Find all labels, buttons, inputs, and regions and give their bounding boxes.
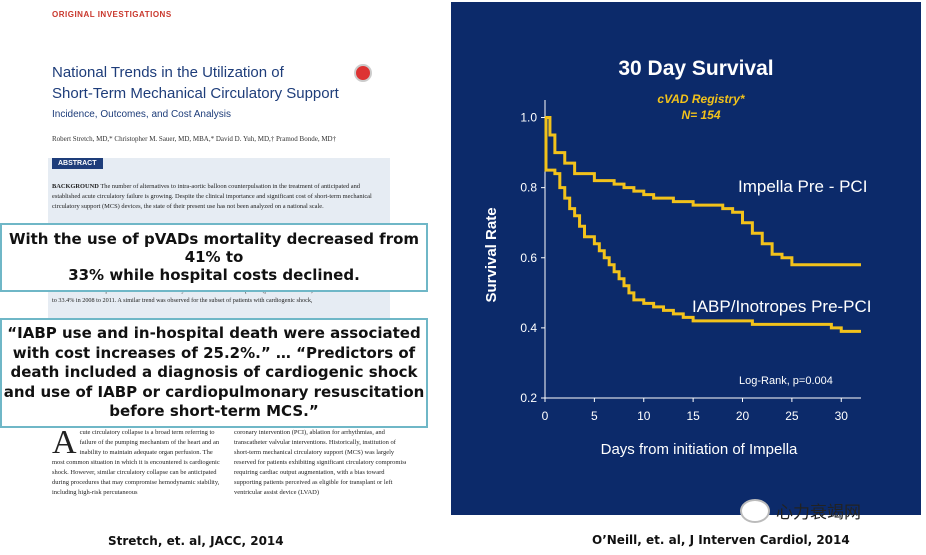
x-tick-label: 25	[785, 409, 799, 423]
drop-cap: A	[52, 424, 77, 461]
chart-title: 30 Day Survival	[618, 57, 773, 80]
watermark-text: 心力衰竭网	[776, 503, 861, 523]
iabp-quote-line5: before short-term MCS.”	[109, 402, 319, 420]
left-citation: Stretch, et. al, JACC, 2014	[108, 534, 284, 548]
survival-curves	[544, 116, 861, 333]
iabp-quote-line2: with cost increases of 25.2%.” … “Predic…	[12, 343, 416, 362]
y-axis-label: Survival Rate	[483, 207, 500, 302]
paper-authors: Robert Stretch, MD,* Christopher M. Saue…	[52, 135, 337, 143]
y-tick-label: 0.6	[520, 251, 537, 265]
y-ticks: 0.2 0.4 0.6 0.8 1.0	[520, 111, 545, 405]
abstract-background: BACKGROUND The number of alternatives to…	[52, 182, 386, 212]
x-tick-label: 10	[637, 409, 651, 423]
right-citation: O’Neill, et. al, J Interven Cardiol, 201…	[592, 533, 850, 547]
registry-n-label: N= 154	[681, 108, 720, 122]
survival-chart: 30 Day Survival cVAD Registry* N= 154 0.…	[483, 57, 872, 458]
legend-impella: Impella Pre - PCI	[738, 177, 867, 196]
x-tick-label: 30	[835, 409, 849, 423]
abstract-label: ABSTRACT	[52, 158, 103, 169]
legend-iabp: IABP/Inotropes Pre-PCI	[692, 297, 872, 316]
paper-title: National Trends in the Utilization of Sh…	[52, 62, 372, 104]
y-tick-label: 1.0	[520, 111, 537, 125]
mortality-callout: With the use of pVADs mortality decrease…	[0, 223, 428, 292]
x-tick-label: 0	[542, 409, 549, 423]
registry-label: cVAD Registry*	[657, 92, 745, 106]
paper-title-line1: National Trends in the Utilization of	[52, 64, 284, 81]
iabp-quote-line3: death included a diagnosis of cardiogeni…	[10, 363, 418, 381]
y-tick-label: 0.8	[520, 181, 537, 195]
x-axis-label: Days from initiation of Impella	[601, 441, 798, 458]
iabp-quote-line1: “IABP use and in-hospital death were ass…	[7, 324, 421, 342]
paper-section-label: ORIGINAL INVESTIGATIONS	[52, 10, 172, 19]
y-tick-label: 0.2	[520, 391, 537, 405]
x-tick-label: 20	[736, 409, 750, 423]
iabp-quote-callout: “IABP use and in-hospital death were ass…	[0, 318, 428, 428]
iabp-quote-line4: and use of IABP or cardiopulmonary resus…	[3, 382, 425, 401]
watermark: 心力衰竭网	[740, 498, 861, 523]
mortality-callout-line2: 41% to	[184, 248, 244, 266]
background-label: BACKGROUND	[52, 183, 99, 190]
impella-survival-curve	[545, 116, 861, 267]
y-tick-label: 0.4	[520, 321, 537, 335]
mortality-callout-line1: With the use of pVADs mortality decrease…	[8, 230, 420, 248]
iabp-survival-curve	[544, 116, 861, 333]
survival-chart-panel: 30 Day Survival cVAD Registry* N= 154 0.…	[451, 2, 921, 515]
paper-title-line2: Short-Term Mechanical Circulatory Suppor…	[52, 85, 339, 102]
log-rank-annotation: Log-Rank, p=0.004	[739, 375, 833, 387]
wechat-icon	[740, 498, 770, 523]
x-tick-label: 5	[591, 409, 598, 423]
x-ticks: 0 5 10 15 20 25 30	[542, 398, 849, 423]
background-text: The number of alternatives to intra-aort…	[52, 183, 372, 210]
crossmark-icon	[354, 64, 372, 82]
x-tick-label: 15	[686, 409, 700, 423]
body-column-1-text: cute circulatory collapse is a broad ter…	[52, 429, 220, 496]
body-column-1: A cute circulatory collapse is a broad t…	[52, 424, 226, 498]
mortality-callout-line3: 33% while hospital costs declined.	[68, 266, 360, 284]
paper-subtitle: Incidence, Outcomes, and Cost Analysis	[52, 109, 231, 120]
body-column-2: coronary intervention (PCI), ablation fo…	[234, 429, 406, 496]
